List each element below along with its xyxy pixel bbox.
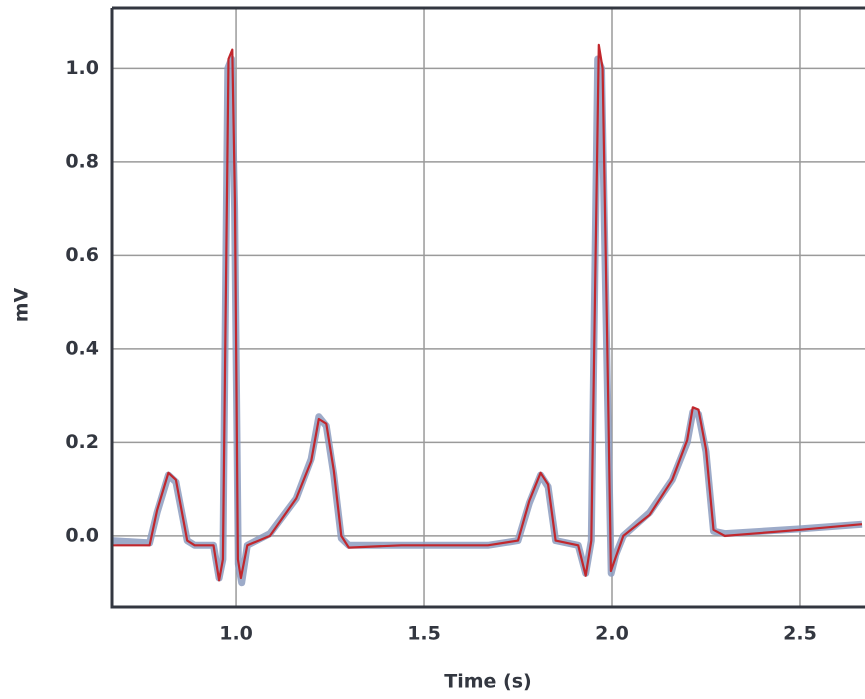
x-axis-label: Time (s) bbox=[444, 671, 531, 693]
y-tick-label: 0.4 bbox=[65, 337, 99, 359]
y-axis-label: mV bbox=[11, 287, 33, 322]
x-tick-label: 2.0 bbox=[595, 623, 629, 645]
y-tick-label: 0.2 bbox=[65, 431, 99, 453]
y-tick-label: 1.0 bbox=[65, 57, 99, 79]
x-tick-label: 2.5 bbox=[783, 623, 817, 645]
plot-area bbox=[112, 43, 863, 587]
x-tick-label: 1.5 bbox=[407, 623, 441, 645]
axis-frame bbox=[110, 6, 865, 609]
series-line bbox=[112, 43, 863, 582]
x-tick-label: 1.0 bbox=[219, 623, 253, 645]
y-tick-label: 0.0 bbox=[65, 524, 99, 546]
y-tick-label: 0.8 bbox=[65, 150, 99, 172]
y-tick-label: 0.6 bbox=[65, 244, 99, 266]
